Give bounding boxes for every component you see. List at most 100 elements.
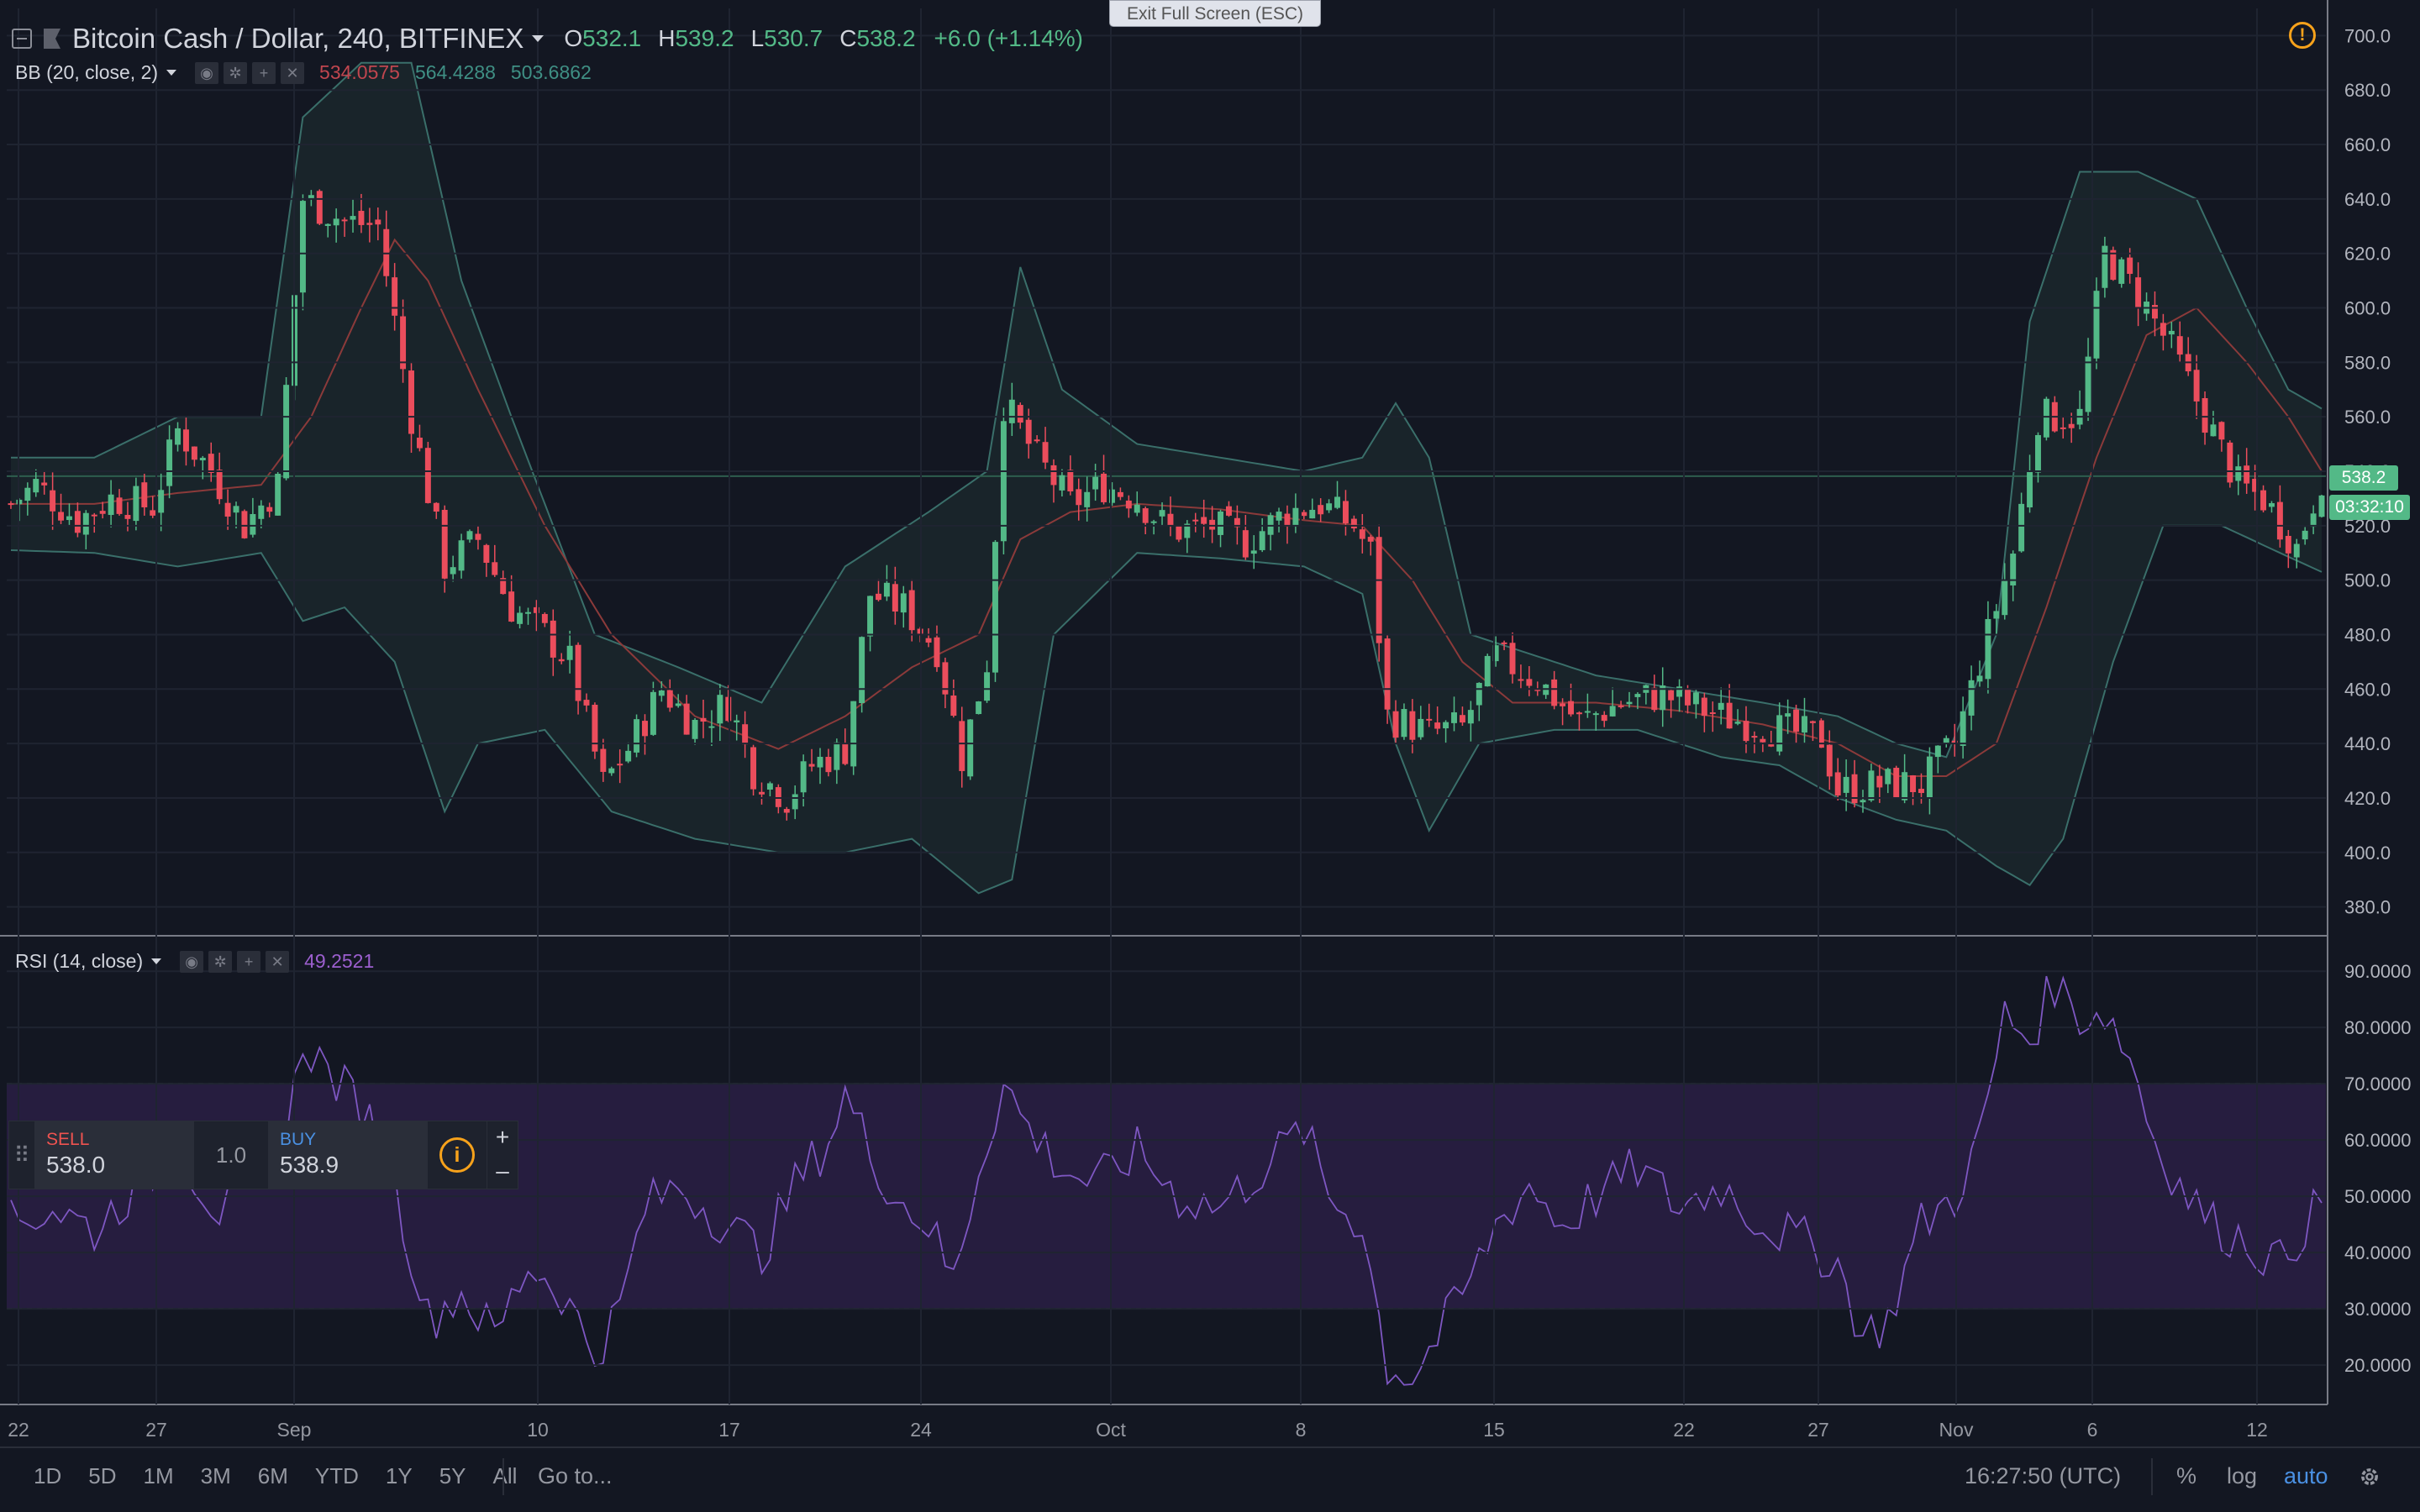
flag-icon[interactable] <box>44 29 60 49</box>
chart-canvas[interactable]: 22 27 Sep 10 17 24 Oct 8 15 22 27 Nov 6 12 700.0 680.0 6… <box>0 0 2420 1446</box>
sell-label: SELL <box>46 1130 90 1149</box>
candle-body <box>50 490 56 512</box>
percent-scale-button[interactable]: % <box>2176 1463 2197 1488</box>
candle-body <box>1392 711 1399 738</box>
range-1d-button[interactable]: 1D <box>34 1463 62 1488</box>
eye-icon[interactable]: ◉ <box>195 61 219 84</box>
candle-body <box>1868 770 1875 801</box>
candle-body <box>2010 554 2017 585</box>
quantity-input[interactable]: 1.0 <box>194 1121 268 1189</box>
candle-body <box>2018 503 2025 552</box>
range-3m-button[interactable]: 3M <box>200 1463 231 1488</box>
candle-body <box>976 701 982 715</box>
chevron-down-icon[interactable] <box>166 70 177 76</box>
decrease-button[interactable]: – <box>496 1158 509 1184</box>
chevron-down-icon[interactable] <box>151 958 162 964</box>
candle-body <box>1843 776 1849 793</box>
candle-body <box>441 509 448 579</box>
range-1m-button[interactable]: 1M <box>143 1463 174 1488</box>
candle-body <box>1802 716 1807 733</box>
exit-fullscreen-button[interactable]: Exit Full Screen (ESC) <box>1109 0 1321 27</box>
candle-body <box>617 764 623 766</box>
candle-body <box>141 482 148 507</box>
rsi-tick-label: 70.0000 <box>2344 1074 2412 1095</box>
candle-body <box>1876 775 1883 788</box>
y-tick-label: 600.0 <box>2344 298 2391 319</box>
range-1y-button[interactable]: 1Y <box>385 1463 413 1488</box>
candle-body <box>1826 744 1833 777</box>
candle-body <box>1634 694 1641 697</box>
candle-body <box>1902 772 1908 801</box>
range-5y-button[interactable]: 5Y <box>439 1463 466 1488</box>
plus-icon[interactable]: + <box>237 950 261 973</box>
candle-body <box>2160 323 2166 336</box>
candle-body <box>1101 473 1107 502</box>
candle-body <box>424 448 431 503</box>
candle-body <box>358 211 365 225</box>
candle-body <box>1484 655 1491 687</box>
range-ytd-button[interactable]: YTD <box>314 1463 359 1488</box>
close-icon[interactable]: ✕ <box>266 950 290 973</box>
candle-body <box>2310 513 2317 528</box>
drag-handle-icon[interactable]: ⠿ <box>13 1142 30 1168</box>
x-tick-label: 24 <box>910 1419 932 1441</box>
candle-body <box>642 721 648 737</box>
buy-label: BUY <box>280 1130 317 1149</box>
x-tick-label: 6 <box>2087 1419 2098 1441</box>
candle-body <box>592 704 598 752</box>
divider <box>502 1458 504 1495</box>
plus-icon[interactable]: + <box>252 61 276 84</box>
y-tick-label: 420.0 <box>2344 788 2391 809</box>
bb-basis-line <box>11 238 2323 777</box>
range-all-button[interactable]: All <box>492 1463 518 1488</box>
candle-body <box>533 606 539 613</box>
buy-button[interactable]: BUY 538.9 <box>268 1121 428 1189</box>
chevron-down-icon[interactable] <box>532 35 544 42</box>
quantity-stepper: + – <box>487 1121 518 1189</box>
collapse-icon[interactable] <box>12 29 32 49</box>
gear-icon[interactable] <box>2358 1465 2381 1488</box>
gear-icon[interactable]: ✲ <box>224 61 248 84</box>
candle-body <box>1576 712 1582 715</box>
candle-body <box>575 644 581 701</box>
log-scale-button[interactable]: log <box>2227 1463 2258 1488</box>
increase-button[interactable]: + <box>495 1124 510 1150</box>
rsi-tick-label: 80.0000 <box>2344 1017 2412 1038</box>
last-price-tag: 538.2 <box>2329 465 2398 491</box>
candle-body <box>366 223 373 225</box>
utc-clock[interactable]: 16:27:50 (UTC) <box>1965 1463 2122 1488</box>
info-button[interactable]: i <box>428 1121 487 1189</box>
alert-icon[interactable]: ! <box>2289 22 2316 49</box>
candle-body <box>583 700 590 706</box>
auto-scale-button[interactable]: auto <box>2284 1463 2328 1488</box>
candle-body <box>1560 703 1566 706</box>
candle-body <box>1367 537 1374 542</box>
go-to-button[interactable]: Go to... <box>538 1463 613 1488</box>
rsi-legend-name[interactable]: RSI (14, close) <box>15 950 144 972</box>
info-icon: i <box>439 1137 475 1173</box>
gear-icon[interactable]: ✲ <box>208 950 233 973</box>
candle-body <box>1225 506 1232 516</box>
candle-body <box>1309 509 1316 519</box>
candle-body <box>450 567 456 575</box>
symbol-title[interactable]: Bitcoin Cash / Dollar, 240, BITFINEX <box>72 23 524 54</box>
bb-legend-name[interactable]: BB (20, close, 2) <box>15 61 159 83</box>
eye-icon[interactable]: ◉ <box>180 950 204 973</box>
close-label: C <box>839 25 857 51</box>
rsi-value: 49.2521 <box>304 950 375 972</box>
x-tick-label: 27 <box>1807 1419 1829 1441</box>
sell-button[interactable]: SELL 538.0 <box>34 1121 194 1189</box>
candle-body <box>199 457 206 461</box>
candle-body <box>1426 718 1433 721</box>
candle-body <box>1976 675 1983 682</box>
candle-body <box>1885 769 1891 785</box>
candle-body <box>1993 611 2000 619</box>
candle-body <box>1459 715 1465 723</box>
candle-body <box>99 511 106 514</box>
candle-body <box>299 201 306 293</box>
range-6m-button[interactable]: 6M <box>257 1463 288 1488</box>
candle-body <box>1218 511 1224 535</box>
range-5d-button[interactable]: 5D <box>88 1463 117 1488</box>
close-icon[interactable]: ✕ <box>281 61 305 84</box>
